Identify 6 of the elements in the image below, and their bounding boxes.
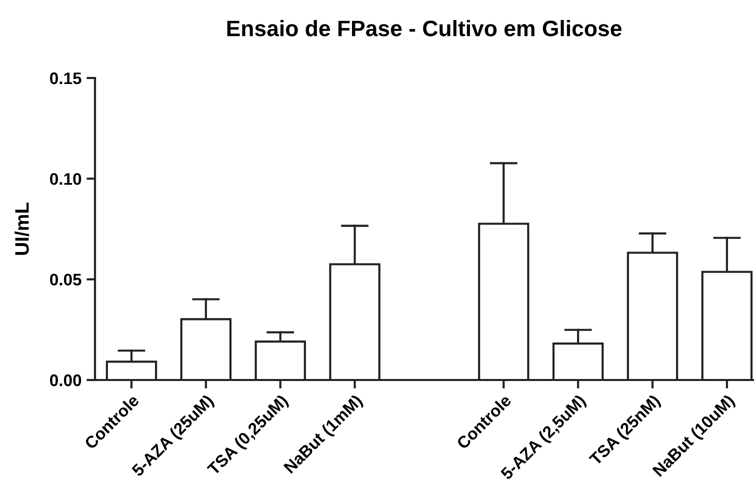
y-axis-title: UI/mL [14, 202, 30, 255]
y-tick-label: 0.00 [50, 374, 82, 386]
y-tick-label: 0.15 [50, 72, 82, 84]
chart-title: Ensaio de FPase - Cultivo em Glicose [227, 20, 622, 36]
y-tick-label: 0.05 [50, 274, 82, 286]
y-tick-label: 0.10 [50, 173, 82, 185]
